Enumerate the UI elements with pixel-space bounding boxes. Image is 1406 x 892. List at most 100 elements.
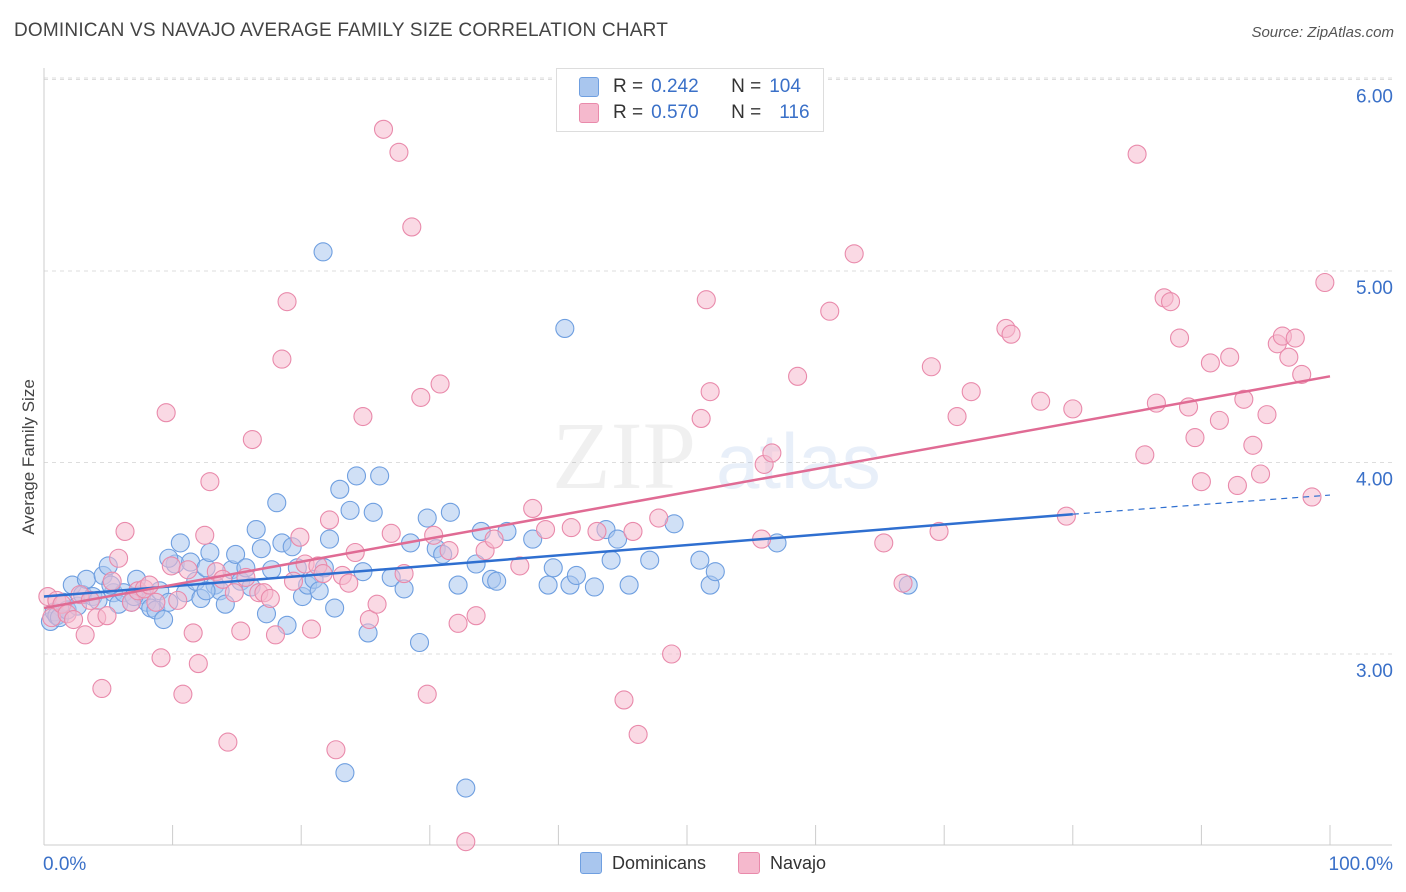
x-tick-label-min: 0.0% — [43, 854, 86, 875]
navajo-point — [510, 556, 530, 576]
navajo-point — [484, 529, 504, 549]
dominicans-point — [417, 508, 437, 528]
navajo-point — [200, 472, 220, 492]
navajo-point — [614, 690, 634, 710]
legend-r-label: R = — [613, 76, 644, 97]
navajo-point — [1160, 292, 1181, 312]
navajo-point — [466, 606, 486, 626]
navajo-point — [662, 644, 682, 664]
navajo-point — [696, 290, 716, 310]
x-tick-label-max: 100.0% — [1329, 854, 1394, 875]
dominicans-trend-extension — [1072, 494, 1331, 515]
navajo-point — [218, 732, 238, 752]
navajo-point — [1191, 472, 1211, 492]
series-swatch-navajo — [738, 852, 760, 874]
dominicans-point — [448, 575, 468, 595]
dominicans-point — [538, 575, 558, 595]
navajo-point — [339, 573, 359, 593]
navajo-point — [1234, 389, 1254, 409]
navajo-point — [183, 623, 203, 643]
navajo-point — [389, 142, 409, 162]
dominicans-point — [267, 493, 287, 513]
navajo-point — [290, 527, 310, 547]
navajo-point — [97, 606, 117, 626]
navajo-point — [1001, 324, 1021, 344]
series-legend-dominicans[interactable]: Dominicans — [579, 852, 706, 874]
navajo-point — [874, 533, 894, 553]
navajo-point — [161, 556, 181, 576]
navajo-point — [265, 625, 286, 645]
navajo-point — [961, 382, 981, 402]
y-tick-label: 4.00 — [1356, 470, 1393, 491]
dominicans-point — [640, 550, 660, 570]
navajo-point — [115, 521, 135, 541]
dominicans-point — [487, 571, 507, 591]
dominicans-point — [409, 632, 430, 653]
navajo-point — [1185, 428, 1205, 448]
navajo-point — [64, 609, 84, 630]
navajo-point — [1127, 144, 1147, 164]
navajo-point — [75, 625, 95, 645]
dominicans-point — [251, 539, 271, 559]
dominicans-point — [370, 466, 390, 486]
legend-r-label: R = — [613, 102, 644, 123]
legend-n-value: 116 — [779, 102, 810, 123]
dominicans-point — [690, 550, 710, 570]
navajo-point — [1257, 405, 1277, 425]
dominicans-point — [555, 318, 575, 339]
axes — [43, 68, 1392, 846]
navajo-point — [1209, 410, 1229, 430]
navajo-point — [178, 560, 198, 580]
navajo-point — [700, 382, 720, 402]
navajo-point — [188, 654, 208, 674]
navajo-point — [1315, 272, 1335, 293]
dominicans-point — [319, 529, 340, 549]
series-legend: Dominicans Navajo — [0, 852, 1406, 874]
series-label-navajo: Navajo — [770, 852, 827, 873]
navajo-point — [535, 519, 556, 540]
dominicans-points — [40, 242, 918, 798]
legend-n-value: 104 — [769, 76, 801, 97]
dominicans-point — [246, 519, 266, 540]
axis-labels: 3.00 4.00 5.00 6.00 0.0% 100.0% Average Family… — [19, 87, 1393, 876]
navajo-point — [102, 571, 122, 591]
navajo-point — [623, 521, 643, 541]
dominicans-point — [601, 550, 621, 570]
correlation-legend: R = 0.242 N = 104 R = 0.570 N = 116 — [556, 68, 824, 132]
series-legend-navajo[interactable]: Navajo — [738, 852, 826, 874]
navajo-point — [649, 508, 669, 528]
legend-r-value: 0.242 — [651, 76, 699, 97]
legend-swatch-navajo — [579, 103, 599, 123]
dominicans-point — [330, 479, 350, 499]
dominicans-point — [456, 778, 476, 798]
navajo-point — [561, 518, 581, 538]
y-tick-label: 6.00 — [1356, 87, 1393, 108]
navajo-point — [1292, 364, 1312, 384]
navajo-point — [353, 406, 373, 427]
navajo-point — [587, 521, 607, 541]
navajo-point — [1279, 347, 1299, 367]
navajo-point — [367, 594, 387, 614]
navajo-point — [947, 406, 967, 427]
navajo-point — [319, 510, 340, 530]
dominicans-point — [608, 529, 628, 549]
navajo-point — [1200, 353, 1220, 373]
legend-r-value: 0.570 — [651, 102, 699, 123]
dominicans-point — [200, 542, 220, 563]
navajo-point — [301, 619, 322, 639]
navajo-point — [439, 541, 459, 561]
navajo-point — [820, 301, 840, 321]
y-axis-label: Average Family Size — [19, 379, 38, 535]
navajo-point — [448, 613, 468, 633]
y-tick-label: 3.00 — [1356, 661, 1393, 682]
legend-row-dominicans: R = 0.242 N = 104 — [579, 74, 801, 100]
legend-n-label: N = — [731, 102, 762, 123]
navajo-point — [893, 573, 913, 593]
legend-n-label: N = — [731, 76, 762, 97]
dominicans-point — [170, 533, 190, 553]
dominicans-point — [226, 544, 246, 564]
navajo-point — [272, 349, 292, 369]
navajo-point — [417, 684, 437, 704]
dominicans-point — [313, 242, 333, 262]
